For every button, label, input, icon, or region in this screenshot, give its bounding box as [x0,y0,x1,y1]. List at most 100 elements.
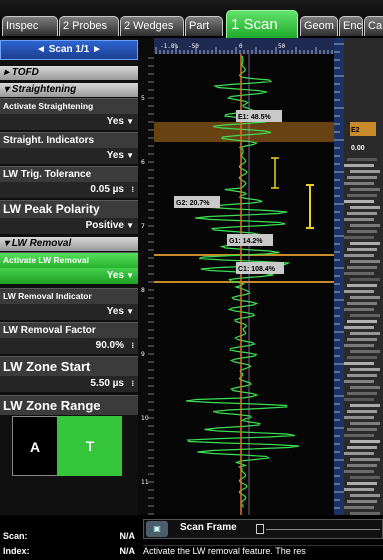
bscan-stripe [347,230,377,233]
bscan-stripe [344,182,374,185]
bscan-stripe [350,422,380,425]
depth-label: 7 [141,223,145,230]
depth-label: 6 [141,159,145,166]
lw-removal-factor-label: LW Removal Factor [0,322,138,338]
depth-label: 10 [141,415,149,422]
bscan-stripe [347,410,377,413]
straight-indicators-select[interactable]: Yes ▼ [0,148,138,164]
section-straightening[interactable]: ▾ Straightening [0,83,138,97]
lw-removal-indicator-value: Yes [106,306,124,317]
ascan-svg: 5 6 7 8 9 10 11 -1.8% -50 0 50 E1: 48.5% G2: 2… [138,38,383,515]
bscan-stripe [344,452,374,455]
activate-straightening-value: Yes [106,116,124,127]
bscan-stripe [344,236,374,239]
bscan-stripe [350,404,380,407]
tab-calibration[interactable]: Ca [364,16,383,36]
chevron-down-icon: ▼ [126,221,134,230]
help-text: Activate the LW removal feature. The res [143,545,383,559]
bscan-stripe [344,344,374,347]
bscan-stripe [350,260,380,263]
bscan-stripe [344,164,374,167]
bscan-stripe [344,290,374,293]
depth-label: 11 [141,479,149,486]
activate-lw-removal-label: Activate LW Removal [0,252,138,268]
scan-frame-bar[interactable]: ▣ Scan Frame [143,519,383,539]
bscan-stripe [347,392,377,395]
bscan-label-e2: E2 [351,127,360,134]
activate-lw-removal-select[interactable]: Yes ▼ [0,268,138,284]
bscan-stripe [344,326,374,329]
activate-straightening-select[interactable]: Yes ▼ [0,114,138,130]
straight-indicators-value: Yes [106,150,124,161]
bscan-stripe [344,398,374,401]
scan-readout: Scan: N/A [0,531,138,541]
depth-ruler [138,38,154,515]
chevron-down-icon: ▼ [126,307,134,316]
bscan-stripe [350,242,380,245]
bscan-stripe [347,482,377,485]
lw-removal-indicator-select[interactable]: Yes ▼ [0,304,138,320]
depth-label: 5 [141,95,145,102]
stepper-icon: ⁝ [131,379,134,388]
bscan-stripe [344,254,374,257]
straight-indicators-label: Straight. Indicators [0,132,138,148]
lw-trig-tolerance-value: 0.05 µs [90,184,124,195]
view-t-button[interactable]: T [58,416,122,476]
gate-label-e1: E1: 48.5% [238,114,271,121]
section-lw-removal[interactable]: ▾ LW Removal [0,237,138,251]
bscan-stripe [350,206,380,209]
tab-wedges[interactable]: 2 Wedges [120,16,184,36]
bscan-label-zero: 0.00 [351,145,365,152]
tab-scan[interactable]: 1 Scan [226,10,298,38]
bscan-stripe [350,512,380,515]
depth-label: 8 [141,287,145,294]
bscan-ruler [334,38,344,515]
bscan-stripe [347,374,377,377]
bscan-stripe [344,218,374,221]
lw-peak-polarity-select[interactable]: Positive ▼ [0,218,138,234]
ruler-label-1: -1.8% [160,43,178,50]
lw-zone-start-field[interactable]: 5.50 µs ⁝ [0,376,138,392]
lw-trig-tolerance-field[interactable]: 0.05 µs ⁝ [0,182,138,198]
view-a-button[interactable]: A [12,416,58,476]
index-readout-label: Index: [3,546,30,556]
bscan-ruler-ticks [334,43,344,509]
bscan-gate-box [350,122,376,136]
bscan-stripe [350,332,380,335]
bscan-stripe [344,488,374,491]
bscan-stripe [347,302,377,305]
bscan-stripe [347,212,377,215]
gate-label-g1: G1: 14.2% [229,238,263,245]
tab-probes[interactable]: 2 Probes [59,16,119,36]
gate-label-g2-bg [174,196,220,208]
ruler-label-4: 50 [278,43,286,50]
bscan-stripe [350,314,380,317]
tab-encoder[interactable]: Enc [339,16,363,36]
scan-navigator[interactable]: ◄ Scan 1/1 ► [0,40,138,60]
stepper-icon: ⁝ [131,341,134,350]
tab-geometry[interactable]: Geom [300,16,338,36]
lw-removal-factor-field[interactable]: 90.0% ⁝ [0,338,138,354]
frame-icon[interactable]: ▣ [146,521,168,537]
bscan-stripe [347,266,377,269]
top-ruler [154,38,334,54]
bscan-stripe [350,170,380,173]
bscan-image [344,38,383,515]
gate-label-e1-bg [236,110,282,122]
bscan-stripe [350,224,380,227]
depth-ticks: 5 6 7 8 9 10 11 [141,57,154,515]
chevron-down-icon: ▼ [126,271,134,280]
lw-trig-tolerance-label: LW Trig. Tolerance [0,166,138,182]
bscan-stripe [344,470,374,473]
bscan-stripe [344,362,374,365]
bscan-stripe [350,350,380,353]
ascan-chart[interactable]: 5 6 7 8 9 10 11 -1.8% -50 0 50 E1: 48.5% G2: 2… [138,38,383,515]
bscan-stripe [347,284,377,287]
bscan-stripe [344,416,374,419]
frame-slider-handle[interactable] [256,524,264,534]
tab-inspection[interactable]: Inspec [2,16,58,36]
section-tofd[interactable]: ▸ TOFD [0,66,138,80]
lw-removal-indicator-label: LW Removal Indicator [0,288,138,304]
index-readout: Index: N/A [0,546,138,556]
tab-part[interactable]: Part [185,16,223,36]
